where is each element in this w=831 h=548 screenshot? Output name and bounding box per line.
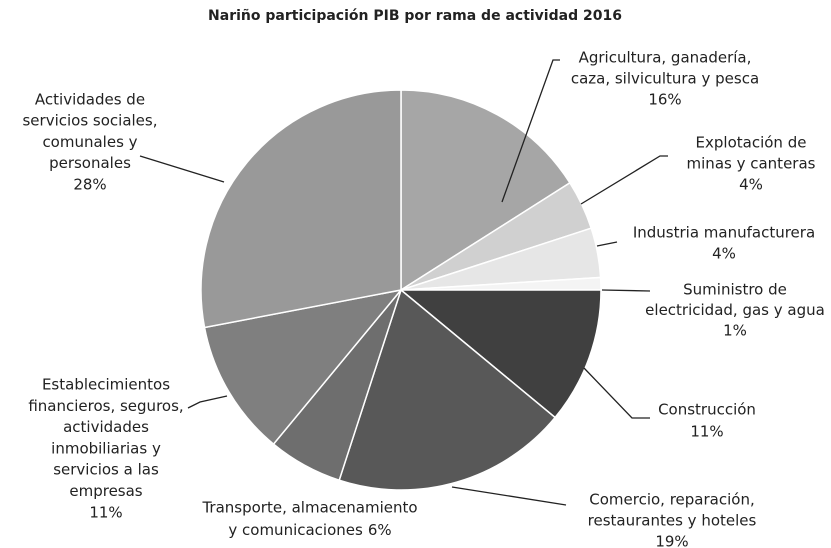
slice-label: y comunicaciones 6% [228, 521, 391, 539]
slice [400, 89, 571, 292]
slice-label: servicios a las [53, 461, 159, 479]
slice-label: Transporte, almacenamiento [201, 499, 417, 517]
slice-label: empresas [69, 482, 142, 500]
slice [203, 288, 403, 446]
slice-label: inmobiliarias y [51, 439, 161, 457]
slice-label: Actividades de [35, 91, 145, 109]
slice-label: caza, silvicultura y pesca [571, 70, 759, 88]
slice [338, 288, 557, 491]
leader-line [580, 155, 668, 205]
value-label: 28% [73, 175, 106, 193]
slices [200, 89, 602, 491]
leader-line [601, 289, 651, 292]
leader-line [187, 395, 228, 409]
value-label: 4% [712, 245, 736, 263]
slice-label: financieros, seguros, [28, 397, 183, 415]
slice-label: Comercio, reparación, [589, 491, 754, 509]
slice-label: electricidad, gas y agua [645, 301, 825, 319]
slice-label: restaurantes y hoteles [588, 512, 757, 530]
slice [200, 89, 402, 329]
value-label: 11% [89, 503, 122, 521]
slice [398, 289, 602, 419]
slice-label: Explotación de [696, 134, 807, 152]
value-label: 6% [368, 521, 392, 539]
slice-label: Construcción [658, 401, 756, 419]
slice-label: comunales y [42, 133, 137, 151]
slice-label: Suministro de [683, 281, 787, 299]
value-label: 11% [690, 423, 723, 441]
slice-label: Industria manufacturera [633, 224, 815, 242]
value-label: 16% [648, 91, 681, 109]
slice-label-part: y comunicaciones [228, 521, 363, 539]
slice-label: Agricultura, ganadería, [579, 49, 752, 67]
chart-title: Nariño participación PIB por rama de act… [208, 8, 622, 24]
value-label: 19% [655, 533, 688, 548]
slice-label: Establecimientos [42, 376, 170, 394]
value-label: 1% [723, 322, 747, 340]
leader-line [501, 59, 560, 203]
slice-label: minas y canteras [687, 155, 816, 173]
leader-line [596, 241, 618, 247]
slice-label: actividades [63, 418, 149, 436]
leader-line [451, 486, 567, 506]
slice-label: servicios sociales, [22, 112, 157, 130]
slice-label: personales [49, 154, 131, 172]
leader-lines [139, 59, 668, 506]
leader-line [583, 367, 650, 419]
value-label: 4% [739, 176, 763, 194]
leader-line [139, 155, 225, 183]
